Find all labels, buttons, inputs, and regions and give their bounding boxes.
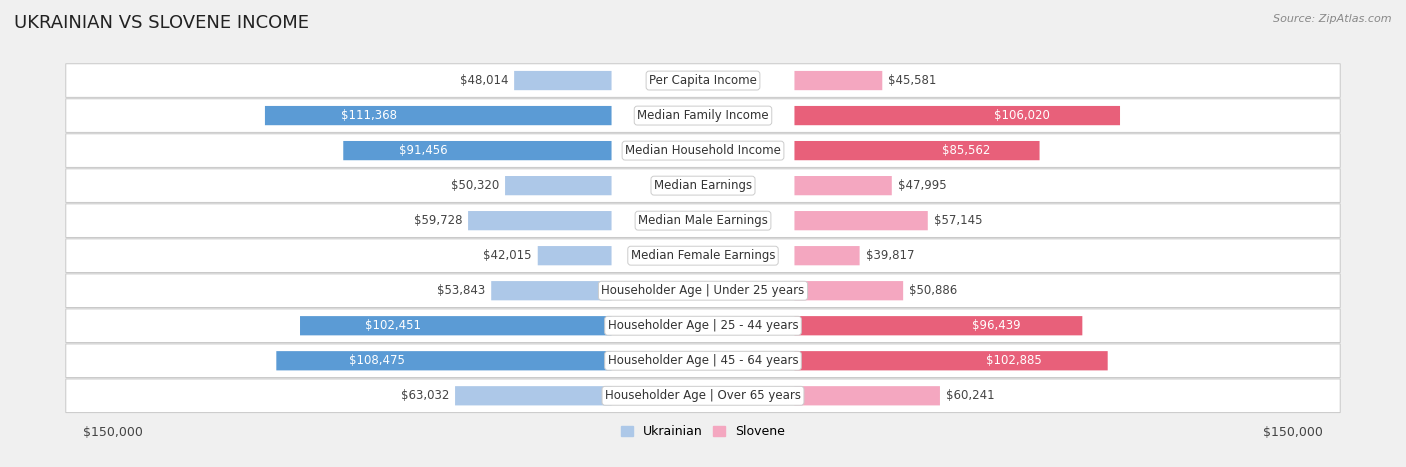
Text: $39,817: $39,817 [866,249,914,262]
Text: Householder Age | 45 - 64 years: Householder Age | 45 - 64 years [607,354,799,367]
Text: Median Household Income: Median Household Income [626,144,780,157]
FancyBboxPatch shape [794,106,1121,125]
Text: $59,728: $59,728 [413,214,463,227]
Text: $102,451: $102,451 [366,319,422,332]
Text: $60,241: $60,241 [946,389,994,402]
FancyBboxPatch shape [66,99,1340,133]
Text: $48,014: $48,014 [460,74,508,87]
Text: $42,015: $42,015 [484,249,531,262]
FancyBboxPatch shape [343,141,612,160]
Text: Source: ZipAtlas.com: Source: ZipAtlas.com [1274,14,1392,24]
Text: $63,032: $63,032 [401,389,449,402]
FancyBboxPatch shape [66,309,1340,343]
FancyBboxPatch shape [468,211,612,230]
Text: UKRAINIAN VS SLOVENE INCOME: UKRAINIAN VS SLOVENE INCOME [14,14,309,32]
Text: $91,456: $91,456 [399,144,449,157]
Text: $53,843: $53,843 [437,284,485,297]
Text: $50,886: $50,886 [910,284,957,297]
FancyBboxPatch shape [794,246,859,265]
FancyBboxPatch shape [505,176,612,195]
FancyBboxPatch shape [264,106,612,125]
Legend: Ukrainian, Slovene: Ukrainian, Slovene [616,420,790,443]
Text: $106,020: $106,020 [994,109,1050,122]
Text: Median Family Income: Median Family Income [637,109,769,122]
FancyBboxPatch shape [794,141,1039,160]
FancyBboxPatch shape [794,211,928,230]
Text: $85,562: $85,562 [942,144,990,157]
FancyBboxPatch shape [66,274,1340,307]
Text: $108,475: $108,475 [349,354,405,367]
Text: $47,995: $47,995 [897,179,946,192]
FancyBboxPatch shape [66,134,1340,167]
FancyBboxPatch shape [66,169,1340,203]
FancyBboxPatch shape [491,281,612,300]
Text: $111,368: $111,368 [340,109,396,122]
Text: Median Male Earnings: Median Male Earnings [638,214,768,227]
FancyBboxPatch shape [66,204,1340,237]
FancyBboxPatch shape [794,351,1108,370]
FancyBboxPatch shape [299,316,612,335]
FancyBboxPatch shape [794,316,1083,335]
Text: Householder Age | Under 25 years: Householder Age | Under 25 years [602,284,804,297]
Text: $45,581: $45,581 [889,74,936,87]
FancyBboxPatch shape [66,344,1340,377]
Text: Median Female Earnings: Median Female Earnings [631,249,775,262]
Text: $96,439: $96,439 [972,319,1021,332]
Text: Per Capita Income: Per Capita Income [650,74,756,87]
Text: $102,885: $102,885 [986,354,1042,367]
FancyBboxPatch shape [794,281,903,300]
Text: Householder Age | Over 65 years: Householder Age | Over 65 years [605,389,801,402]
FancyBboxPatch shape [66,64,1340,98]
Text: $57,145: $57,145 [934,214,983,227]
FancyBboxPatch shape [277,351,612,370]
Text: Householder Age | 25 - 44 years: Householder Age | 25 - 44 years [607,319,799,332]
Text: Median Earnings: Median Earnings [654,179,752,192]
FancyBboxPatch shape [794,176,891,195]
FancyBboxPatch shape [456,386,612,405]
FancyBboxPatch shape [537,246,612,265]
FancyBboxPatch shape [515,71,612,90]
FancyBboxPatch shape [794,386,941,405]
FancyBboxPatch shape [66,379,1340,413]
Text: $50,320: $50,320 [451,179,499,192]
FancyBboxPatch shape [794,71,883,90]
FancyBboxPatch shape [66,239,1340,272]
